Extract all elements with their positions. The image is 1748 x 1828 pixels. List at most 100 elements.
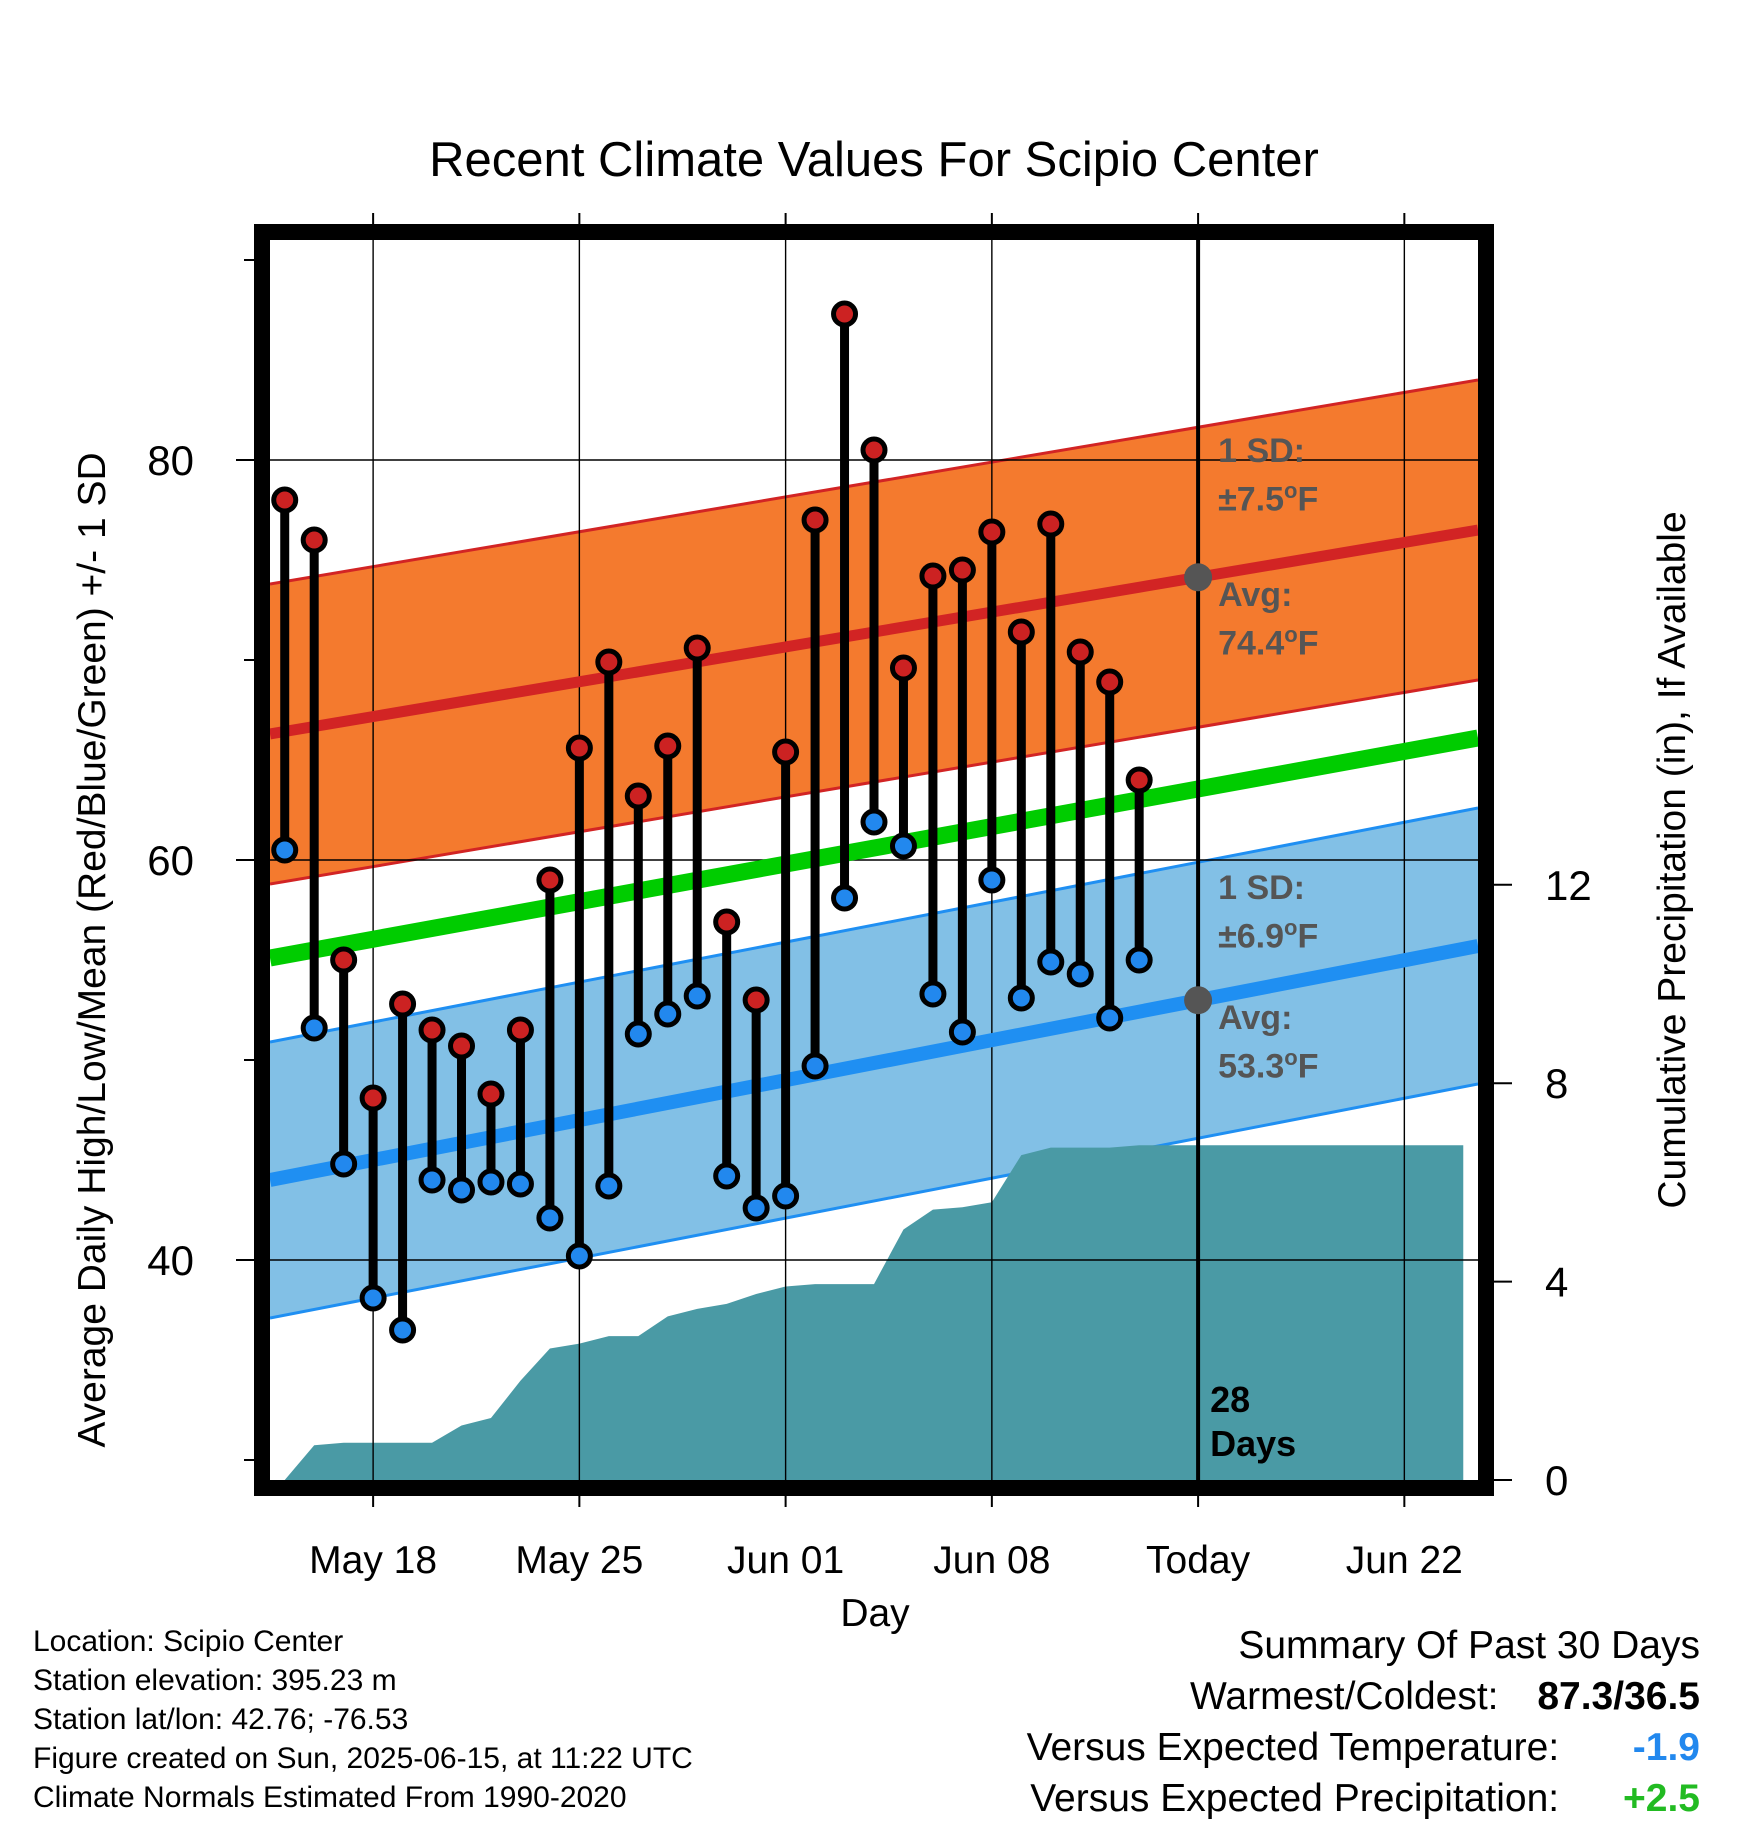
y-left-tick-label: 40	[147, 1237, 194, 1284]
low-avg-annotation: Avg: 53.3oF	[1218, 998, 1318, 1086]
y-right-tick-label: 4	[1545, 1259, 1568, 1306]
daily-high-point	[595, 648, 623, 676]
plot-frame	[254, 224, 1494, 1496]
y-right-tick-label: 0	[1545, 1457, 1568, 1504]
degree-sup: o	[1284, 915, 1298, 941]
plot-area	[270, 240, 1478, 1480]
high-avg-annotation: Avg: 74.4oF	[1218, 575, 1318, 663]
daily-low-point	[595, 1172, 623, 1200]
daily-high-point	[448, 1032, 476, 1060]
low-sd-label: 1 SD:	[1218, 869, 1306, 908]
daily-high-point	[565, 734, 593, 762]
unit-letter: F	[1297, 480, 1319, 519]
daily-low-point	[1037, 948, 1065, 976]
daily-high-point	[948, 556, 976, 584]
x-tick-label: Jun 22	[1346, 1539, 1463, 1582]
daily-low-point	[300, 1014, 328, 1042]
daily-high-point	[1066, 638, 1094, 666]
daily-low-point	[1096, 1004, 1124, 1032]
daily-high-point	[300, 526, 328, 554]
low-sd-value: ±6.9	[1218, 917, 1285, 956]
created-text: Figure created on Sun, 2025-06-15, at 11…	[33, 1742, 693, 1775]
daily-high-point	[330, 946, 358, 974]
daily-low-point	[1007, 984, 1035, 1012]
daily-low-point	[477, 1168, 505, 1196]
daily-high-point	[359, 1084, 387, 1112]
daily-high-point	[1007, 618, 1035, 646]
low-sd-annotation: 1 SD: ±6.9oF	[1218, 868, 1318, 956]
daily-low-point	[742, 1194, 770, 1222]
daily-low-point	[772, 1182, 800, 1210]
low-avg-value: 53.3	[1218, 1047, 1285, 1086]
daily-high-point	[1037, 510, 1065, 538]
x-tick-label: Today	[1146, 1539, 1251, 1582]
daily-low-point	[536, 1204, 564, 1232]
degree-sup: o	[1284, 1045, 1298, 1071]
high-sd-label: 1 SD:	[1218, 432, 1306, 471]
daily-high-point	[772, 738, 800, 766]
precip-label: Versus Expected Precipitation:	[1030, 1777, 1560, 1820]
daily-high-point	[477, 1080, 505, 1108]
y-axis-left-label: Average Daily High/Low/Mean (Red/Blue/Gr…	[71, 452, 114, 1448]
chart-title: Recent Climate Values For Scipio Center	[429, 133, 1319, 187]
temp-label: Versus Expected Temperature:	[1026, 1726, 1560, 1769]
daily-high-point	[860, 436, 888, 464]
warmest-value: 87.3/36.5	[1537, 1675, 1700, 1718]
daily-high-point	[536, 866, 564, 894]
daily-low-point	[801, 1052, 829, 1080]
elevation-text: Station elevation: 395.23 m	[33, 1664, 397, 1697]
daily-high-point	[1125, 766, 1153, 794]
normals-text: Climate Normals Estimated From 1990-2020	[33, 1781, 627, 1814]
daily-low-point	[713, 1162, 741, 1190]
low-sd-edge	[270, 806, 1478, 1044]
daily-high-point	[1096, 668, 1124, 696]
daily-high-point	[742, 986, 770, 1014]
daily-high-point	[978, 518, 1006, 546]
x-tick-label: Jun 01	[727, 1539, 844, 1582]
daily-low-point	[978, 866, 1006, 894]
summary-warmest-row: Warmest/Coldest: 87.3/36.5	[1027, 1671, 1700, 1722]
daily-high-point	[831, 300, 859, 328]
daily-low-point	[919, 980, 947, 1008]
x-tick-label: May 25	[515, 1539, 643, 1582]
daily-high-point	[919, 562, 947, 590]
daily-high-point	[506, 1016, 534, 1044]
daily-low-point	[831, 884, 859, 912]
today-normal-low-marker	[1184, 986, 1213, 1015]
precip-value: +2.5	[1623, 1777, 1700, 1820]
y-right-tick-label: 8	[1545, 1060, 1568, 1107]
x-tick-label: May 18	[309, 1539, 437, 1582]
degree-sup: o	[1284, 478, 1298, 504]
daily-high-point	[389, 990, 417, 1018]
unit-letter: F	[1297, 624, 1319, 663]
daily-low-point	[506, 1170, 534, 1198]
daily-low-point	[418, 1166, 446, 1194]
summary-panel: Summary Of Past 30 Days Warmest/Coldest:…	[1027, 1620, 1700, 1824]
y-axis-right-label: Cumulative Precipitation (in), If Availa…	[1651, 511, 1694, 1209]
station-info: Location: Scipio Center Station elevatio…	[33, 1622, 693, 1817]
daily-high-point	[683, 634, 711, 662]
summary-precip-row: Versus Expected Precipitation: +2.5	[1027, 1773, 1700, 1824]
daily-low-point	[359, 1284, 387, 1312]
latlon-text: Station lat/lon: 42.76; -76.53	[33, 1703, 409, 1736]
low-avg-label: Avg:	[1218, 999, 1293, 1038]
daily-high-point	[271, 486, 299, 514]
degree-sup: o	[1284, 622, 1298, 648]
temp-value: -1.9	[1632, 1726, 1700, 1769]
daily-low-point	[330, 1150, 358, 1178]
daily-low-point	[389, 1316, 417, 1344]
daily-high-point	[713, 908, 741, 936]
daily-low-point	[1066, 960, 1094, 988]
daily-high-point	[889, 654, 917, 682]
unit-letter: F	[1297, 1047, 1319, 1086]
daily-low-point	[654, 1000, 682, 1028]
low-sd-edge	[270, 1082, 1478, 1320]
x-tick-label: Jun 08	[933, 1539, 1050, 1582]
summary-title: Summary Of Past 30 Days	[1238, 1624, 1700, 1667]
daily-low-point	[860, 808, 888, 836]
daily-high-point	[801, 506, 829, 534]
daily-high-point	[418, 1016, 446, 1044]
daily-low-point	[889, 832, 917, 860]
summary-temp-row: Versus Expected Temperature: -1.9	[1027, 1722, 1700, 1773]
